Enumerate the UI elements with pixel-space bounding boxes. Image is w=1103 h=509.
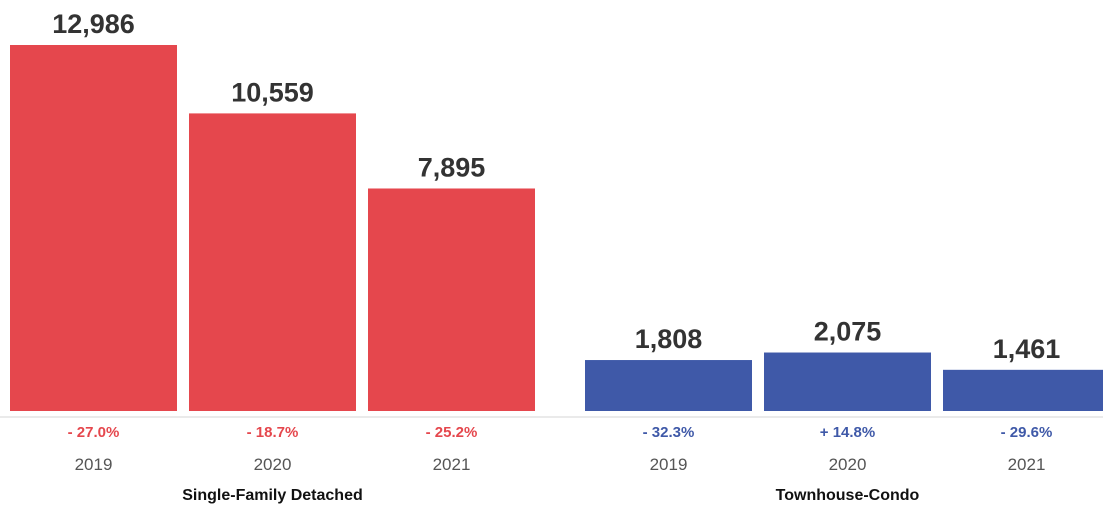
- change-label: - 18.7%: [247, 424, 299, 441]
- change-label: - 29.6%: [1001, 424, 1053, 441]
- bar-0-0: [10, 45, 177, 411]
- year-tick-label: 2020: [829, 455, 867, 474]
- change-label: + 14.8%: [820, 424, 875, 441]
- value-label: 10,559: [231, 77, 314, 107]
- year-tick-label: 2021: [433, 455, 471, 474]
- bar-1-2: [943, 369, 1103, 411]
- year-tick-label: 2021: [1008, 455, 1046, 474]
- bar-0-2: [368, 188, 535, 411]
- value-label: 7,895: [418, 152, 486, 182]
- bar-1-0: [585, 360, 752, 411]
- bar-0-1: [189, 113, 356, 411]
- value-label: 2,075: [814, 317, 882, 347]
- bar-1-1: [764, 352, 931, 411]
- year-tick-label: 2019: [75, 455, 113, 474]
- group-label: Single-Family Detached: [182, 487, 363, 504]
- change-label: - 32.3%: [643, 424, 695, 441]
- value-label: 1,461: [993, 334, 1061, 364]
- labels-layer: 12,986 - 27.0% 2019 10,559 - 18.7% 2020 7,895 -…: [52, 9, 1060, 504]
- bars-layer: [10, 45, 1103, 411]
- change-label: - 27.0%: [68, 424, 120, 441]
- year-tick-label: 2019: [650, 455, 688, 474]
- value-label: 12,986: [52, 9, 135, 39]
- value-label: 1,808: [635, 324, 703, 354]
- change-label: - 25.2%: [426, 424, 478, 441]
- group-label: Townhouse-Condo: [776, 487, 920, 504]
- year-tick-label: 2020: [254, 455, 292, 474]
